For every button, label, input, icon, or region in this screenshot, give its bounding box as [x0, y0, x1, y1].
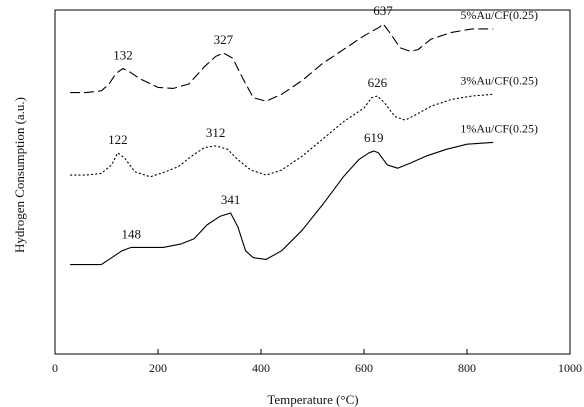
x-tick-label: 200 [149, 361, 167, 375]
peak-label: 148 [121, 226, 141, 241]
x-tick-label: 400 [252, 361, 270, 375]
peak-label: 312 [206, 125, 226, 140]
x-tick-label: 1000 [558, 361, 582, 375]
series-line-dashed [69, 23, 494, 102]
peak-label: 122 [108, 132, 128, 147]
x-axis-label: Temperature (°C) [267, 392, 358, 407]
peak-label: 626 [368, 75, 388, 90]
series-label: 5%Au/CF(0.25) [460, 8, 538, 22]
peak-label: 341 [221, 192, 241, 207]
series-line-dotted [69, 93, 494, 178]
x-tick-label: 800 [458, 361, 476, 375]
series-line-solid [69, 141, 494, 266]
series-label: 3%Au/CF(0.25) [460, 73, 538, 87]
peak-label: 327 [214, 32, 234, 47]
x-tick-label: 0 [52, 361, 58, 375]
peak-label: 132 [113, 47, 133, 62]
series-label: 1%Au/CF(0.25) [460, 121, 538, 135]
y-axis-label: Hydrogen Consumption (a.u.) [12, 97, 27, 253]
peak-label: 619 [364, 130, 384, 145]
peak-label: 637 [373, 3, 393, 18]
plot-frame [54, 9, 571, 355]
x-tick-label: 600 [355, 361, 373, 375]
